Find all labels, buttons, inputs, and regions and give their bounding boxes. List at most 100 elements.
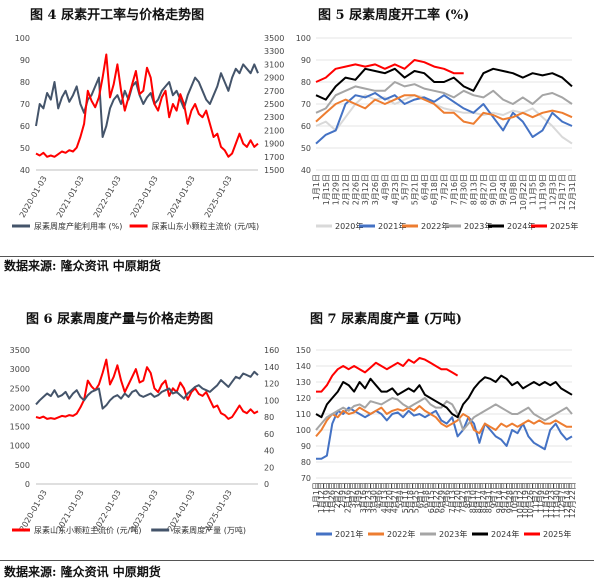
x-tick-label: 5月21日	[410, 174, 419, 205]
y-tick-label: 100	[296, 34, 311, 43]
figure-4-chart: 40 50 60 70 80 90 100 1500 1700 1900 2100 2300 2500 2…	[12, 34, 284, 231]
series-line	[315, 94, 573, 125]
y-tick-label: 80	[301, 78, 311, 87]
x-tick-label: 5月25日	[411, 482, 420, 513]
y-right-tick-label: 140	[264, 363, 279, 372]
series-line	[315, 92, 573, 145]
x-tick-label: 5月7日	[401, 174, 410, 200]
legend-label: 尿素山东小颗粒主流价 (元/吨)	[34, 525, 141, 535]
x-tick-label: 4月27日	[390, 482, 399, 513]
y-left-tick-label: 100	[15, 34, 30, 43]
x-tick-label: 2023-01-03	[129, 175, 160, 220]
y-tick-label: 130	[296, 378, 311, 387]
x-tick-label: 8月27日	[479, 174, 488, 205]
x-tick-label: 6月8日	[422, 482, 431, 508]
x-tick-label: 1月1日	[312, 482, 321, 508]
legend-label: 2022年	[421, 221, 449, 231]
legend-label: 2021年	[378, 221, 406, 231]
y-right-tick-label: 80	[264, 413, 274, 422]
legend-label: 尿素周度产能利用率 (%)	[34, 221, 122, 231]
x-tick-label: 9月28日	[505, 482, 514, 513]
y-left-tick-label: 2000	[10, 403, 30, 412]
series-line	[315, 405, 572, 438]
x-tick-label: 2月26日	[351, 174, 360, 205]
x-tick-label: 3月12日	[361, 174, 370, 205]
series-line	[316, 357, 459, 393]
x-tick-label: 6月4日	[420, 174, 429, 200]
y-right-tick-label: 2100	[264, 126, 284, 135]
series-line	[315, 397, 573, 431]
y-tick-label: 70	[301, 474, 311, 483]
source-divider-top	[0, 256, 594, 257]
series-line	[315, 81, 573, 114]
y-right-tick-label: 1700	[264, 153, 284, 162]
y-left-tick-label: 90	[20, 56, 30, 65]
y-right-tick-label: 100	[264, 396, 279, 405]
y-tick-label: 40	[301, 166, 311, 175]
y-tick-label: 150	[296, 346, 311, 355]
y-tick-label: 140	[296, 362, 311, 371]
x-tick-label: 5月11日	[401, 482, 410, 513]
y-right-tick-label: 1900	[264, 140, 284, 149]
x-tick-label: 11月30日	[552, 482, 561, 518]
x-tick-label: 3月9日	[354, 482, 363, 508]
figure-6-title: 图 6 尿素周度产量与价格走势图	[26, 312, 214, 327]
data-source-bottom: 数据来源: 隆众资讯 中原期货	[4, 565, 161, 579]
y-left-tick-label: 3500	[10, 346, 30, 355]
y-right-tick-label: 60	[264, 430, 274, 439]
y-left-tick-label: 0	[25, 480, 30, 489]
y-right-tick-label: 20	[264, 463, 274, 472]
series-line	[315, 67, 573, 101]
series-line	[35, 358, 259, 420]
y-left-tick-label: 80	[20, 78, 30, 87]
y-right-tick-label: 120	[264, 380, 279, 389]
x-tick-label: 1月15日	[322, 174, 331, 205]
x-tick-label: 3月23日	[364, 482, 373, 513]
series-line	[35, 63, 259, 138]
x-tick-label: 6月18日	[430, 174, 439, 205]
x-tick-label: 11月5日	[529, 174, 538, 205]
source-divider-bottom	[0, 560, 594, 561]
y-tick-label: 70	[301, 100, 311, 109]
x-tick-label: 10月22日	[519, 174, 528, 210]
x-tick-label: 5月4日	[396, 482, 405, 508]
x-tick-label: 7月6日	[443, 482, 452, 508]
y-tick-label: 90	[301, 56, 311, 65]
x-tick-label: 2月9日	[338, 482, 347, 508]
x-tick-label: 2月12日	[342, 174, 351, 205]
y-left-tick-label: 1000	[10, 442, 30, 451]
x-tick-label: 8月17日	[474, 482, 483, 513]
series-line	[35, 53, 259, 158]
y-tick-label: 120	[296, 394, 311, 403]
legend-label: 2022年	[387, 529, 415, 539]
x-tick-label: 9月10日	[489, 174, 498, 205]
y-right-tick-label: 2900	[264, 74, 284, 83]
figure-7-title: 图 7 尿素周度产量 (万吨)	[310, 312, 462, 327]
x-tick-label: 8月31日	[484, 482, 493, 513]
legend-label: 2023年	[439, 529, 467, 539]
legend-label: 2020年	[335, 221, 363, 231]
x-tick-label: 12月31日	[568, 174, 577, 210]
x-tick-label: 7月16日	[450, 174, 459, 205]
y-tick-label: 90	[301, 442, 311, 451]
y-right-tick-label: 3500	[264, 34, 284, 43]
x-tick-label: 7月27日	[458, 482, 467, 513]
x-tick-label: 7月13日	[448, 482, 457, 513]
legend-label: 2025年	[550, 221, 578, 231]
x-tick-label: 12月22日	[568, 482, 577, 518]
y-right-tick-label: 40	[264, 447, 274, 456]
x-tick-label: 11月19日	[538, 174, 547, 210]
x-tick-label: 3月2日	[349, 482, 358, 508]
y-left-tick-label: 500	[15, 461, 30, 470]
y-tick-label: 110	[296, 410, 311, 419]
figure-7-chart: 70 80 90 100 110 120 130 140 150 1月1日1月12日1月19日1月…	[296, 346, 577, 539]
x-tick-label: 10月19日	[521, 482, 530, 518]
x-tick-label: 3月16日	[359, 482, 368, 513]
legend-label: 2025年	[543, 529, 571, 539]
series-line	[35, 370, 259, 410]
x-tick-label: 12月14日	[563, 482, 572, 518]
x-tick-label: 2月16日	[343, 482, 352, 513]
x-tick-label: 4月9日	[381, 174, 390, 200]
x-tick-label: 4月13日	[380, 482, 389, 513]
figure-4-title: 图 4 尿素开工率与价格走势图	[30, 8, 205, 23]
